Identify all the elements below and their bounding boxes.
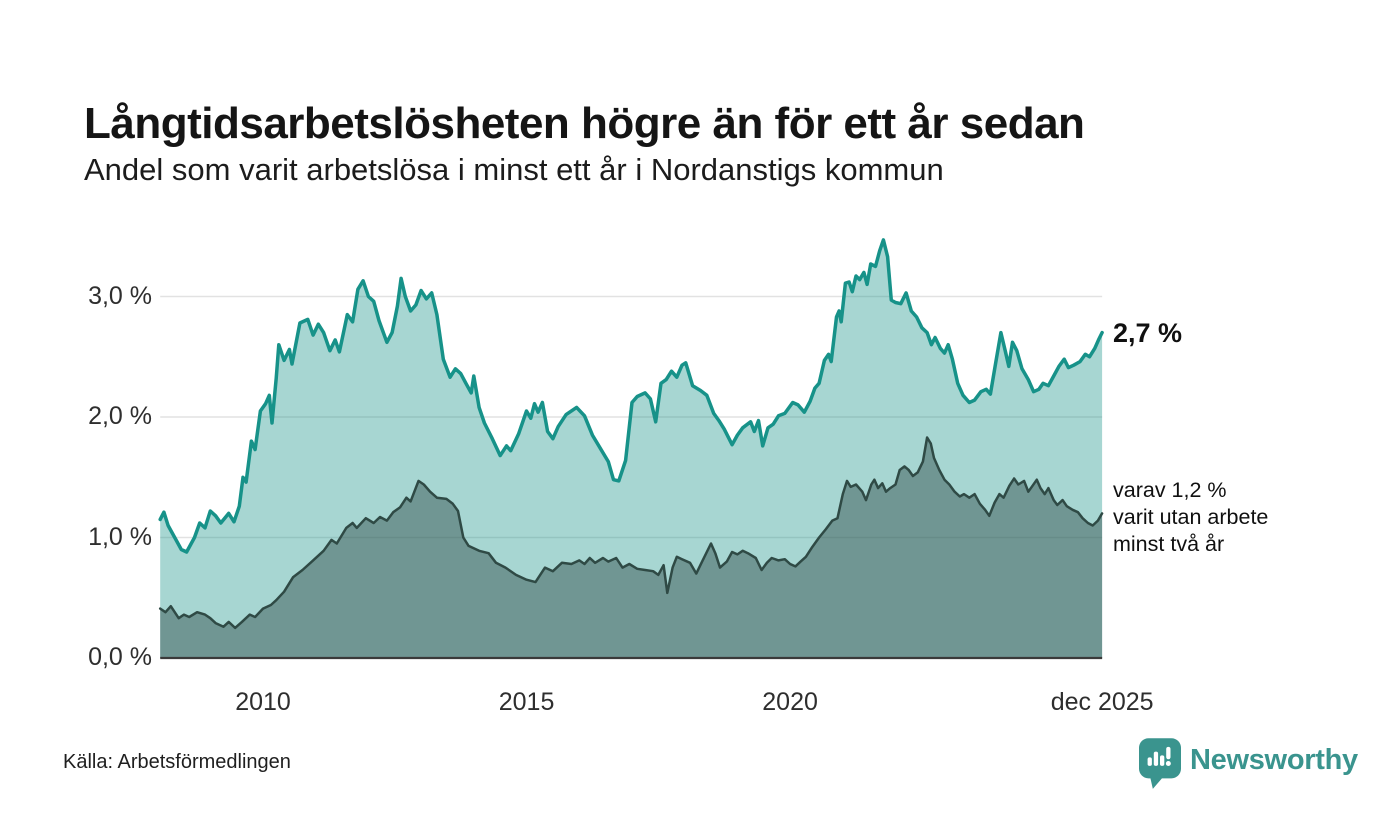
latest-value-annotation: 2,7 % bbox=[1113, 318, 1183, 348]
x-tick-label: 2015 bbox=[498, 688, 555, 716]
x-tick-label: dec 2025 bbox=[1050, 688, 1154, 716]
y-tick-label: 0,0 % bbox=[88, 643, 152, 671]
y-tick-label: 3,0 % bbox=[88, 281, 152, 310]
series-line-1 bbox=[158, 436, 1104, 630]
series-area-1 bbox=[160, 437, 1103, 658]
logo-bar-1 bbox=[1147, 757, 1152, 766]
secondary-annotation-line3: minst två år bbox=[1113, 532, 1225, 556]
secondary-annotation: varav 1,2 % varit utan arbete minst två … bbox=[1113, 477, 1268, 558]
x-tick-label: 2010 bbox=[235, 688, 291, 716]
logo-bar-2 bbox=[1153, 751, 1159, 766]
secondary-annotation-line1: varav 1,2 % bbox=[1113, 478, 1227, 502]
logo-bar-3 bbox=[1160, 755, 1165, 766]
newsworthy-brand: Newsworthy bbox=[1139, 738, 1358, 790]
series-area-0 bbox=[160, 239, 1103, 658]
y-tick-label: 2,0 % bbox=[88, 402, 152, 430]
newsworthy-wordmark: Newsworthy bbox=[1190, 744, 1358, 776]
source-note: Källa: Arbetsförmedlingen bbox=[63, 751, 291, 773]
logo-exclamation-dot bbox=[1165, 761, 1171, 767]
chart-subtitle: Andel som varit arbetslösa i minst ett å… bbox=[84, 152, 944, 187]
x-tick-label: 2020 bbox=[762, 688, 818, 716]
series-line-0 bbox=[158, 238, 1104, 554]
y-tick-label: 1,0 % bbox=[88, 522, 152, 551]
secondary-annotation-line2: varit utan arbete bbox=[1113, 505, 1269, 529]
logo-exclamation-bar bbox=[1166, 746, 1171, 760]
chart-title: Långtidsarbetslösheten högre än för ett … bbox=[84, 99, 1085, 149]
newsworthy-logo-icon bbox=[1139, 738, 1181, 789]
